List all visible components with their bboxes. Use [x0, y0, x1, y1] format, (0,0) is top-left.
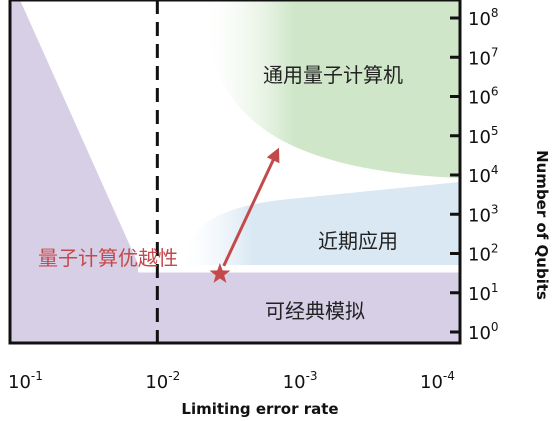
plot-frame [8, 0, 462, 345]
region-classical [10, 0, 460, 343]
milestone-star-icon [209, 263, 231, 283]
y-tick-label: 100 [468, 320, 499, 344]
y-axis-title: Number of Qubits [533, 150, 551, 300]
x-tick-label: 10-1 [8, 369, 43, 393]
region-label-near-term: 近期应用 [318, 229, 398, 253]
y-tick-label: 103 [468, 202, 499, 226]
x-tick-label: 10-4 [420, 369, 455, 393]
arrow-shaft [222, 155, 277, 267]
milestone-label: 量子计算优越性 [38, 246, 178, 270]
y-tick-label: 102 [468, 242, 499, 266]
y-tick-label: 101 [468, 281, 499, 305]
x-tick-label: 10-2 [145, 369, 180, 393]
y-tick-label: 106 [468, 85, 499, 109]
region-label-universal: 通用量子计算机 [263, 63, 403, 87]
region-near-term [183, 182, 460, 265]
x-tick-label: 10-3 [283, 369, 318, 393]
region-label-classical: 可经典模拟 [265, 299, 365, 323]
y-axis: 100 101 102 103 104 105 106 107 108 [450, 6, 499, 344]
y-tick-label: 108 [468, 6, 499, 30]
advance-arrow [222, 147, 280, 267]
region-universal [205, 0, 460, 178]
y-tick-label: 107 [468, 45, 499, 69]
arrow-head [266, 147, 280, 164]
x-axis-title: Limiting error rate [181, 400, 338, 418]
x-axis: 10-1 10-2 10-3 10-4 [8, 369, 455, 393]
y-tick-label: 104 [468, 163, 499, 187]
y-tick-label: 105 [468, 124, 499, 148]
